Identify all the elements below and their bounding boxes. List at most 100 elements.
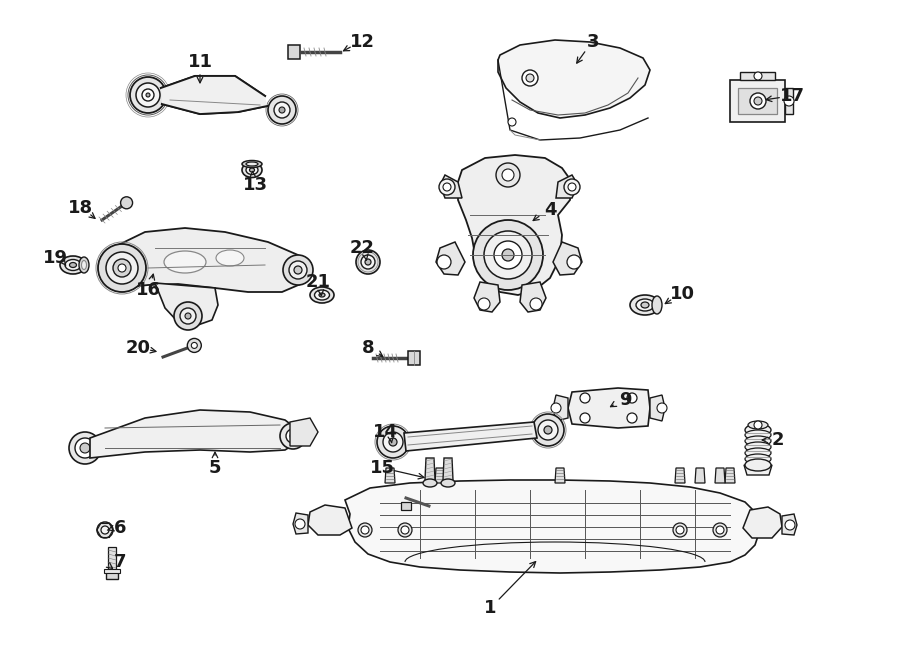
Polygon shape xyxy=(106,571,118,579)
Circle shape xyxy=(361,255,375,269)
Text: 2: 2 xyxy=(772,431,784,449)
Polygon shape xyxy=(498,40,650,118)
Circle shape xyxy=(283,255,313,285)
Circle shape xyxy=(356,250,380,274)
Ellipse shape xyxy=(164,251,206,273)
Text: 9: 9 xyxy=(619,391,631,409)
Polygon shape xyxy=(404,422,537,451)
Ellipse shape xyxy=(79,257,89,273)
Ellipse shape xyxy=(745,442,771,452)
Polygon shape xyxy=(104,569,120,573)
Text: 10: 10 xyxy=(670,285,695,303)
Ellipse shape xyxy=(423,479,437,487)
Circle shape xyxy=(130,77,166,113)
Circle shape xyxy=(274,102,290,118)
Polygon shape xyxy=(408,351,420,365)
Circle shape xyxy=(101,526,109,534)
Ellipse shape xyxy=(745,436,771,446)
Circle shape xyxy=(713,523,727,537)
Ellipse shape xyxy=(748,421,768,429)
Circle shape xyxy=(187,338,202,352)
Polygon shape xyxy=(155,283,218,326)
Circle shape xyxy=(295,519,305,529)
Circle shape xyxy=(673,523,687,537)
Circle shape xyxy=(401,526,409,534)
Circle shape xyxy=(496,163,520,187)
Circle shape xyxy=(551,403,561,413)
Text: 4: 4 xyxy=(544,201,556,219)
Circle shape xyxy=(754,97,762,105)
Polygon shape xyxy=(738,88,777,114)
Circle shape xyxy=(69,432,101,464)
Polygon shape xyxy=(725,468,735,483)
Polygon shape xyxy=(425,458,435,480)
Circle shape xyxy=(268,96,296,124)
Polygon shape xyxy=(345,480,760,573)
Circle shape xyxy=(279,107,285,113)
Circle shape xyxy=(544,426,552,434)
Polygon shape xyxy=(743,507,782,538)
Circle shape xyxy=(750,93,766,109)
Circle shape xyxy=(383,432,403,452)
Polygon shape xyxy=(161,76,267,114)
Polygon shape xyxy=(308,505,352,535)
Text: 11: 11 xyxy=(187,53,212,71)
Polygon shape xyxy=(385,468,395,483)
Circle shape xyxy=(564,179,580,195)
Circle shape xyxy=(502,249,514,261)
Ellipse shape xyxy=(745,430,771,440)
Polygon shape xyxy=(474,282,500,312)
Text: 13: 13 xyxy=(242,176,267,194)
Polygon shape xyxy=(443,458,453,480)
Circle shape xyxy=(361,526,369,534)
Polygon shape xyxy=(435,468,445,483)
Polygon shape xyxy=(782,514,797,535)
Circle shape xyxy=(526,74,534,82)
Polygon shape xyxy=(288,45,300,59)
Polygon shape xyxy=(553,395,568,421)
Circle shape xyxy=(142,89,154,101)
Circle shape xyxy=(580,393,590,403)
Circle shape xyxy=(494,241,522,269)
Polygon shape xyxy=(401,502,411,510)
Circle shape xyxy=(185,313,191,319)
Circle shape xyxy=(136,83,160,107)
Ellipse shape xyxy=(745,424,771,436)
Polygon shape xyxy=(695,468,705,483)
Circle shape xyxy=(567,255,581,269)
Circle shape xyxy=(580,413,590,423)
Circle shape xyxy=(146,93,150,97)
Ellipse shape xyxy=(246,165,258,175)
Polygon shape xyxy=(650,395,665,421)
Text: 20: 20 xyxy=(125,339,150,357)
Text: 8: 8 xyxy=(362,339,374,357)
Text: 18: 18 xyxy=(68,199,93,217)
Circle shape xyxy=(785,520,795,530)
Circle shape xyxy=(627,413,637,423)
Circle shape xyxy=(289,261,307,279)
Ellipse shape xyxy=(636,299,654,311)
Circle shape xyxy=(657,403,667,413)
Circle shape xyxy=(508,118,516,126)
Polygon shape xyxy=(293,513,308,534)
Circle shape xyxy=(286,429,300,443)
Circle shape xyxy=(530,298,542,310)
Circle shape xyxy=(97,522,113,538)
Ellipse shape xyxy=(242,163,262,178)
Ellipse shape xyxy=(216,250,244,266)
Ellipse shape xyxy=(60,256,86,274)
Ellipse shape xyxy=(314,290,329,300)
Circle shape xyxy=(484,231,532,279)
Text: 17: 17 xyxy=(779,87,805,105)
Polygon shape xyxy=(520,282,546,312)
Text: 21: 21 xyxy=(305,273,330,291)
Ellipse shape xyxy=(641,302,649,308)
Circle shape xyxy=(377,426,409,458)
Ellipse shape xyxy=(319,293,325,297)
Polygon shape xyxy=(106,228,308,292)
Circle shape xyxy=(437,255,451,269)
Polygon shape xyxy=(290,418,318,446)
Polygon shape xyxy=(740,72,775,80)
Circle shape xyxy=(754,421,762,429)
Text: 14: 14 xyxy=(373,423,398,441)
